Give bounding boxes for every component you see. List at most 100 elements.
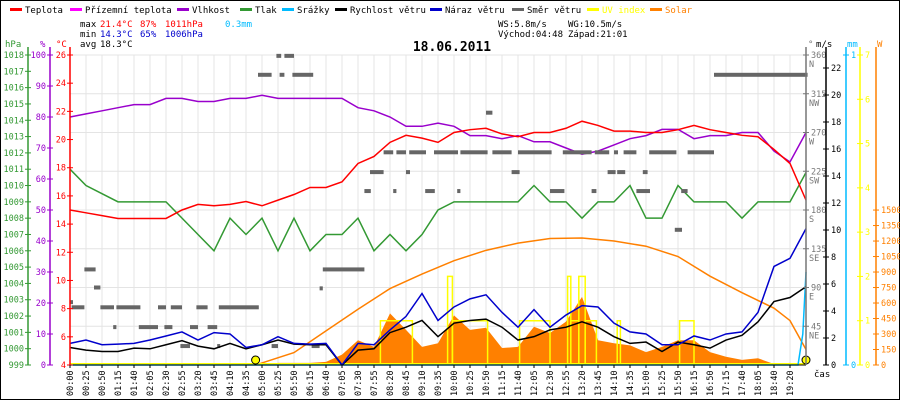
x-axis-tick-label: 11:15 [498,370,508,396]
wind-direction-mark [425,189,435,194]
axis-tick-label: 40 [36,237,46,247]
axis-tick-label: 6 [61,333,66,343]
wind-direction-mark [170,305,182,310]
wind-direction-mark [550,189,565,194]
wind-direction-mark [511,170,520,175]
axis-tick-label: 5 [865,140,870,150]
x-axis-tick-label: 01:15 [114,370,124,396]
axis-tick-label: 0 [41,361,46,371]
wind-direction-mark [100,305,114,310]
wind-direction-mark [94,285,101,290]
axis-tick-label: 24 [56,79,66,89]
axis-tick-label: 22 [831,64,841,74]
axis-tick-label: 180 [811,206,826,216]
stat-max-label: max [80,20,97,30]
wind-direction-mark [681,189,688,194]
axis-tick-label: 8 [831,253,836,263]
axis-tick-label: 1011 [4,165,24,175]
x-axis-tick-label: 14:35 [626,370,636,396]
axis-tick-label: 1014 [4,116,24,126]
axis-tick-label: 14 [56,220,66,230]
axis-tick-label: 20 [831,91,841,101]
axis-tick-label: 50 [36,206,46,216]
wind-direction-mark [217,344,221,349]
axis-tick-label: 90 [36,82,46,92]
stat-sunset: Západ:21:01 [568,30,628,40]
axis-tick-label: 450 [881,315,896,325]
axis-tick-label: 1003 [4,296,24,306]
axis-tick-label: 900 [881,268,896,278]
wind-direction-mark [271,344,278,349]
x-axis-tick-label: 01:40 [130,370,140,396]
wind-direction-mark [258,72,272,77]
direction-letter: N [809,60,814,70]
wind-direction-mark [113,325,117,330]
wind-direction-mark [284,53,294,58]
axis-tick-label: 2 [831,334,836,344]
axis-tick-label: 1000 [4,345,24,355]
x-axis-tick-label: 03:20 [194,370,204,396]
stat-wind-speed: WS:5.8m/s [498,20,547,30]
uv-index-bar [518,319,551,365]
axis-tick-label: 16 [831,145,841,155]
wind-direction-mark [607,170,616,175]
legend-label: Solar [665,6,693,16]
wind-direction-mark [207,325,218,330]
stat-max-temp: 21.4°C [100,20,133,30]
axis-tick-label: 4 [865,184,870,194]
axis-tick-label: 1009 [4,198,24,208]
wind-direction-mark [84,267,96,272]
axis-tick-label: 30 [36,268,46,278]
uv-index-bar [616,319,622,365]
wind-direction-mark [614,150,618,155]
legend-label: Srážky [297,6,330,16]
x-axis-tick-label: 15:00 [642,370,652,396]
wind-direction-mark [649,150,677,155]
legend-label: Náraz větru [445,6,505,16]
uv-index-bar [584,319,598,365]
axis-tick-label: 10 [36,330,46,340]
wind-direction-mark [714,72,808,77]
x-axis-tick-label: 13:20 [578,370,588,396]
axis-tick-label: 0 [831,361,836,371]
legend-swatch-8 [587,8,599,11]
wind-direction-mark [636,189,650,194]
axis-tick-label: 300 [881,330,896,340]
axis-tick-label: 1013 [4,133,24,143]
x-axis: 00:00 00:25 00:50 01:15 01:40 02:05 02:30 02:55… [66,365,796,396]
x-axis-tick-label: 02:30 [162,370,172,396]
wind-direction-mark [70,300,73,305]
x-axis-tick-label: 02:05 [146,370,156,396]
axis-tick-label: 1200 [881,237,900,247]
x-axis-tick-label: 03:45 [210,370,220,396]
direction-letter: S [809,215,814,225]
axis-unit-label: ° [808,40,813,50]
x-axis-tick-label: 05:25 [274,370,284,396]
axis-tick-label: 600 [881,299,896,309]
stat-min-temp: 14.3°C [100,30,133,40]
legend-swatch-1 [70,8,82,11]
wind-direction-mark [279,72,285,77]
x-axis-tick-label: 13:45 [594,370,604,396]
axis-tick-label: 20 [36,299,46,309]
wind-direction-mark [623,150,637,155]
direction-letter: NE [809,331,819,341]
x-axis-tick-label: 08:45 [402,370,412,396]
x-axis-tick-label: 12:05 [530,370,540,396]
axis-tick-label: 1015 [4,100,24,110]
wind-gust-line [69,228,807,367]
wind-direction-mark [116,305,141,310]
x-axis-tick-label: 05:00 [258,370,268,396]
legend: Teplota Přízemní teplota Vlhkost Tlak Srážky… [10,6,693,16]
x-axis-tick-label: 06:40 [322,370,332,396]
axis-tick-label: 1012 [4,149,24,159]
axis-tick-label: 7 [865,51,870,61]
wind-direction-mark [190,325,198,330]
direction-letter: SE [809,254,819,264]
wind-direction-mark [486,110,493,115]
axis-tick-label: 315 [811,90,826,100]
x-axis-tick-label: 04:35 [242,370,252,396]
axis-tick-label: 4 [61,361,66,371]
